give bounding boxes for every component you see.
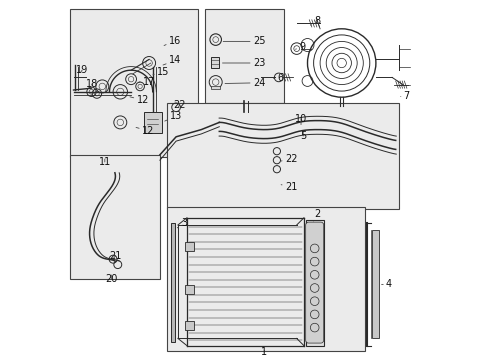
Text: 12: 12 [136, 126, 154, 136]
Bar [70, 9, 197, 157]
Text: 11: 11 [99, 157, 111, 167]
Text: 14: 14 [163, 55, 181, 66]
Text: 18: 18 [86, 78, 98, 89]
Bar [143, 112, 162, 133]
Bar [170, 223, 175, 342]
Bar [204, 9, 284, 103]
Text: 8: 8 [310, 16, 320, 26]
Bar [185, 285, 194, 294]
Text: 6: 6 [273, 73, 283, 84]
FancyBboxPatch shape [305, 222, 323, 343]
Text: 1: 1 [261, 347, 267, 357]
Text: 3: 3 [177, 218, 187, 228]
Text: 12: 12 [130, 95, 148, 105]
Text: 17: 17 [139, 77, 155, 87]
Text: 22: 22 [281, 154, 297, 164]
Text: 22: 22 [173, 100, 185, 110]
Bar [167, 103, 399, 209]
Bar [211, 86, 220, 89]
Text: 16: 16 [163, 36, 181, 46]
Bar [70, 155, 160, 279]
Text: 4: 4 [381, 279, 391, 289]
Text: 24: 24 [224, 78, 264, 88]
Text: 13: 13 [164, 111, 182, 121]
Text: 20: 20 [105, 274, 117, 284]
Text: 21: 21 [281, 182, 297, 192]
Text: 2: 2 [313, 209, 320, 222]
Bar [371, 230, 378, 338]
Text: 23: 23 [222, 58, 264, 68]
Bar [305, 220, 323, 346]
Bar [185, 242, 194, 251]
Text: 15: 15 [153, 67, 169, 77]
Text: 10: 10 [294, 114, 306, 125]
Text: 21: 21 [109, 251, 122, 261]
Text: 5: 5 [300, 131, 305, 141]
Text: 19: 19 [76, 65, 88, 75]
Text: 25: 25 [223, 36, 264, 46]
Bar [167, 207, 365, 351]
Bar [185, 321, 194, 330]
Text: 9: 9 [295, 42, 305, 52]
Bar [211, 57, 219, 68]
Text: 7: 7 [400, 91, 409, 102]
